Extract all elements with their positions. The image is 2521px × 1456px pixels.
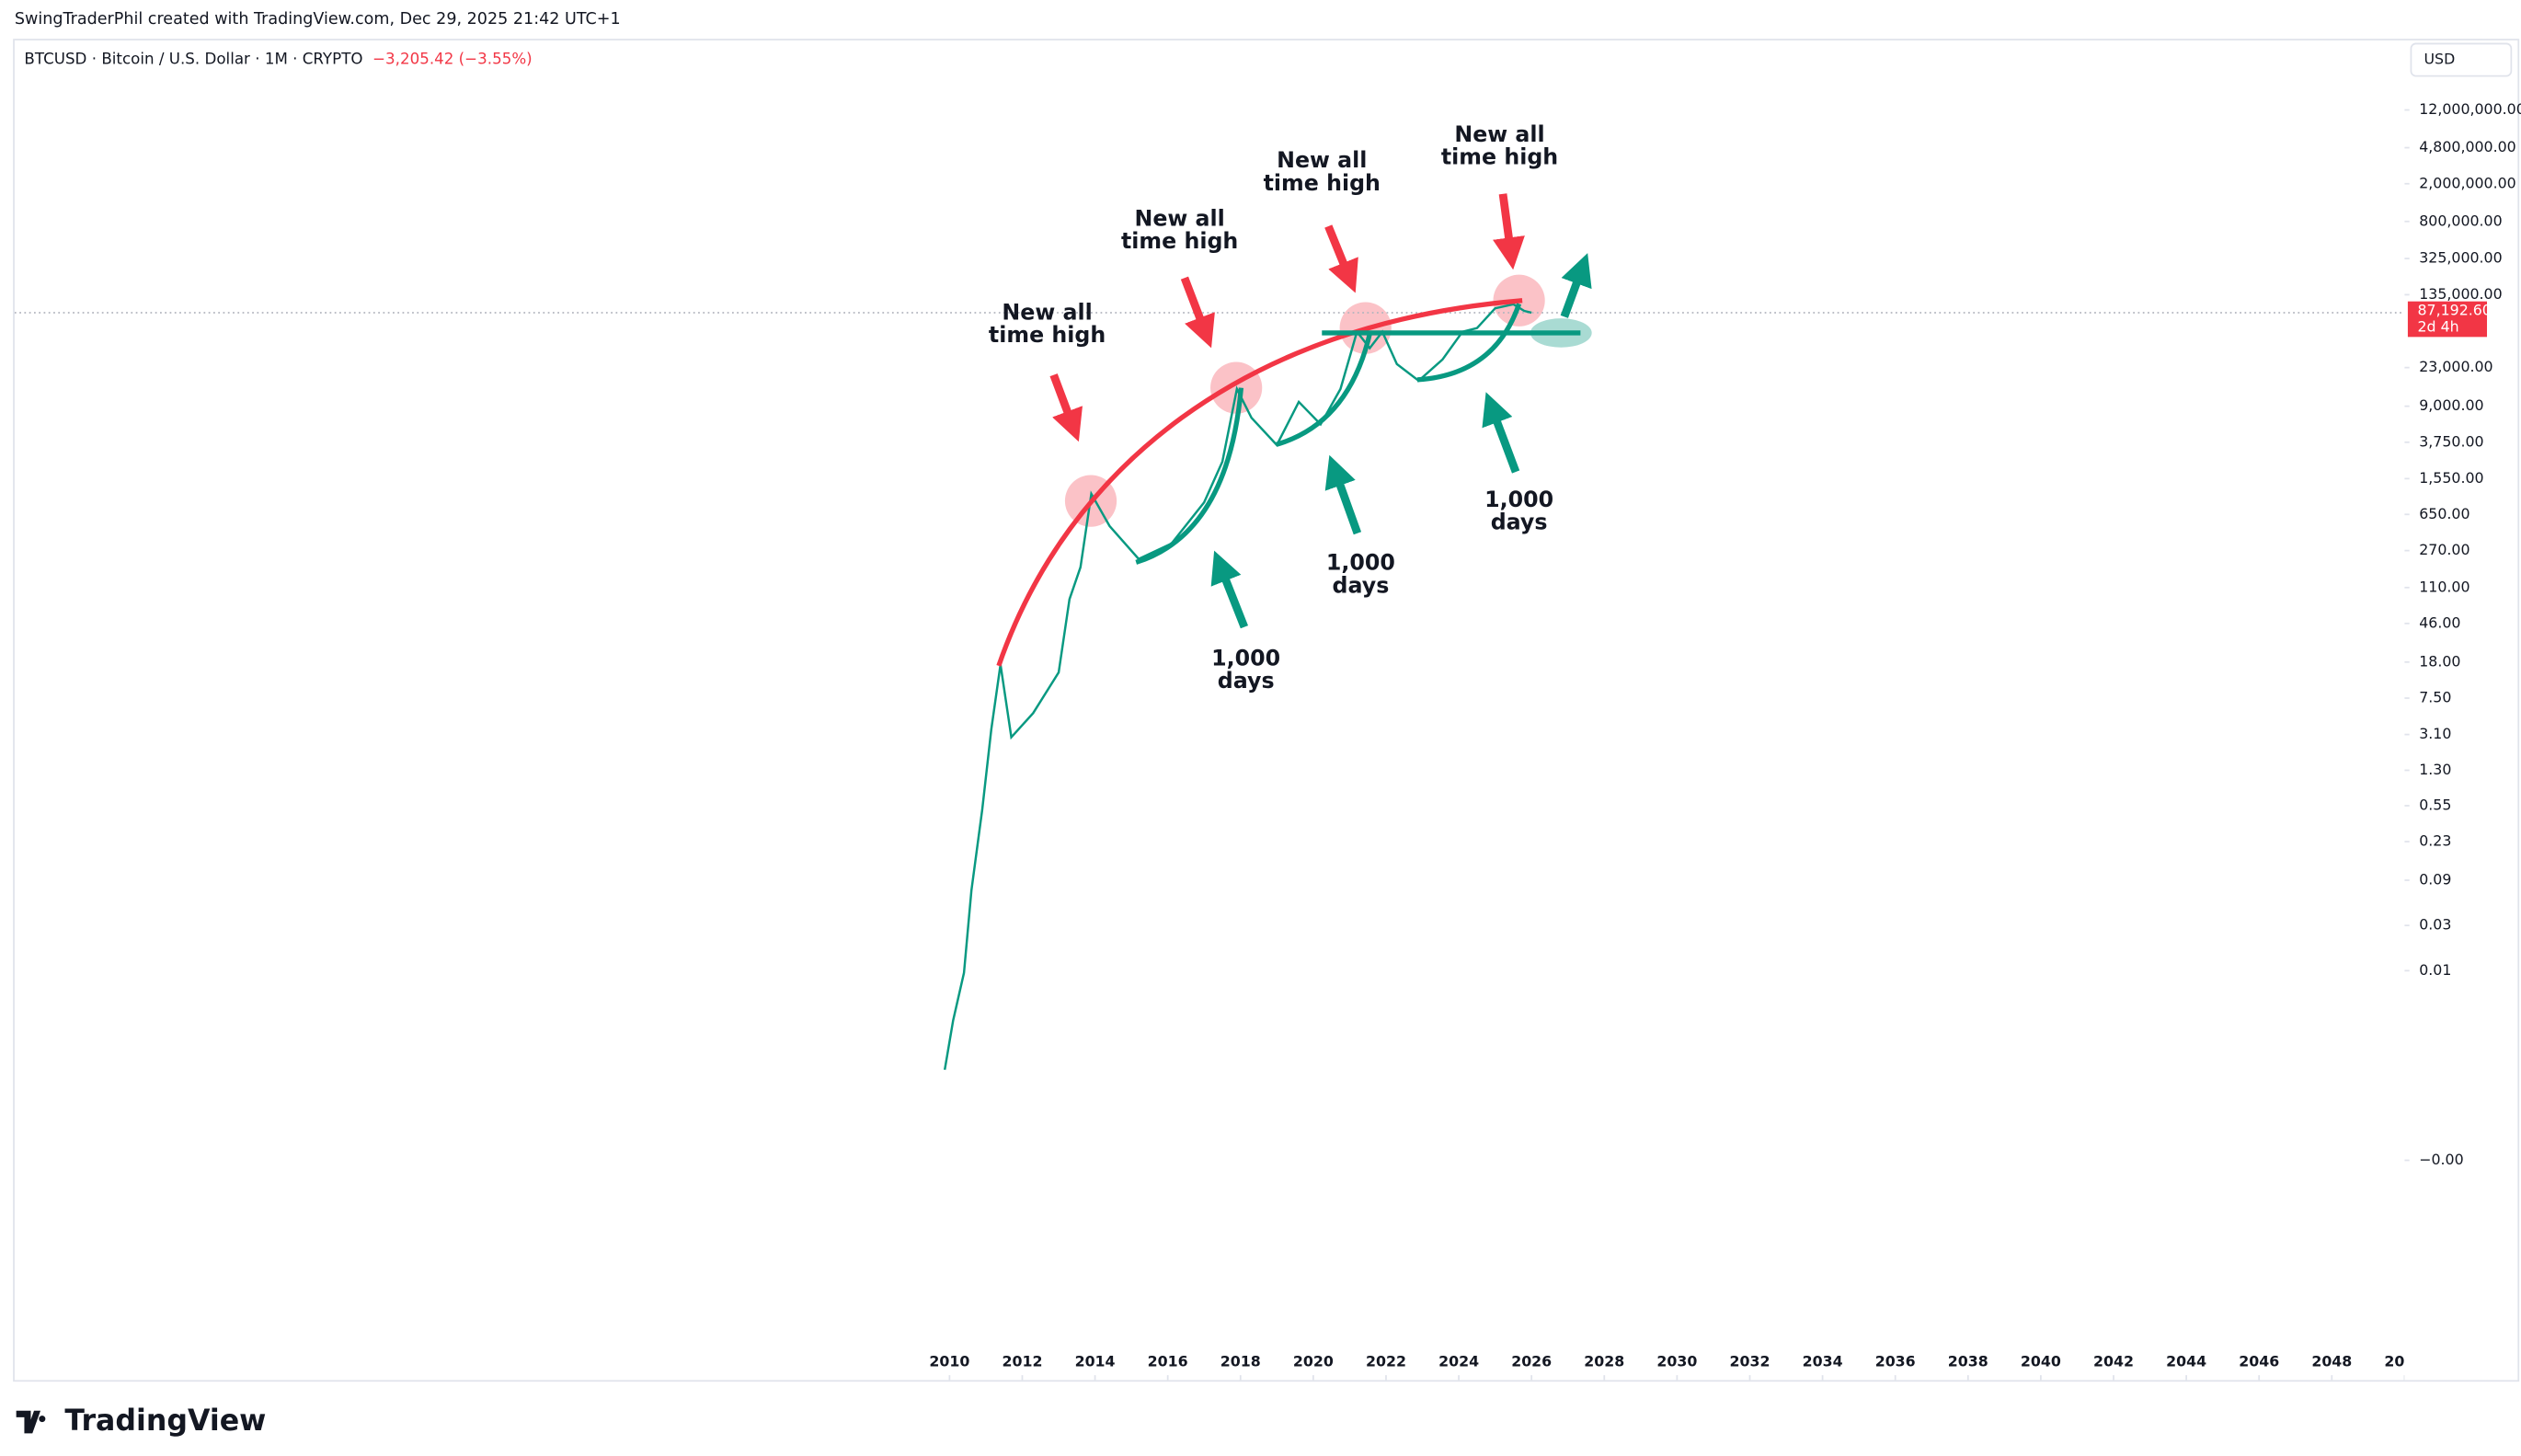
logo: TradingView: [64, 1404, 266, 1438]
x-tick-label: 2040: [2021, 1353, 2061, 1370]
annotation: 1,000: [1211, 645, 1280, 671]
x-tick-label: 2044: [2166, 1353, 2206, 1370]
x-tick-label: 2034: [1803, 1353, 1843, 1370]
annotation: days: [1491, 510, 1548, 535]
annotation: 1,000: [1484, 487, 1553, 512]
arrow: [1493, 193, 1525, 270]
y-tick-label: 46.00: [2419, 613, 2460, 631]
annotation: New all: [1002, 299, 1092, 325]
curve: [1416, 303, 1522, 383]
annotation: New all: [1454, 121, 1544, 147]
annotation: days: [1333, 572, 1390, 598]
y-tick-label: 3,750.00: [2419, 432, 2483, 450]
annotation: 1,000: [1326, 550, 1395, 576]
x-tick-label: 2038: [1948, 1353, 1988, 1370]
x-tick-label: 2016: [1148, 1353, 1188, 1370]
x-axis: 2010 2012 2014 2016 2018 2020 2022 2024 2026 2028…: [929, 1353, 2424, 1381]
x-tick-label: 2010: [929, 1353, 969, 1370]
y-tick-label: 12,000,000.00: [2419, 100, 2521, 118]
y-tick-label: 110.00: [2419, 578, 2469, 595]
y-tick-label: 135,000.00: [2419, 285, 2502, 303]
y-tick-label: 23,000.00: [2419, 358, 2492, 375]
arrow: [1049, 373, 1083, 442]
price-change: −3,205.42 (−3.55%): [372, 51, 533, 68]
y-tick-label: 800,000.00: [2419, 212, 2502, 229]
y-tick-label: 7.50: [2419, 689, 2451, 706]
annotation: time high: [1264, 170, 1381, 196]
arrow: [1210, 550, 1249, 629]
x-tick-label: 2036: [1875, 1353, 1916, 1370]
y-tick-label: 270.00: [2419, 541, 2469, 558]
y-tick-label: 2,000,000.00: [2419, 174, 2516, 191]
y-tick-label: 3.10: [2419, 725, 2451, 742]
y-tick-label: 650.00: [2419, 505, 2469, 522]
currency-box[interactable]: [2410, 42, 2513, 77]
symbol: BTCUSD · Bitcoin / U.S. Dollar · 1M · CR…: [24, 51, 362, 68]
annotation: New all: [1277, 147, 1367, 173]
y-tick-label: 0.55: [2419, 796, 2451, 813]
y-tick-label: 1.30: [2419, 761, 2451, 778]
frame: [13, 39, 2520, 1382]
y-tick-label: −0.00: [2419, 1151, 2463, 1168]
arc: [996, 298, 1523, 667]
logo-mark: [16, 1410, 46, 1434]
arrow: [1324, 454, 1362, 535]
arrow: [1482, 392, 1520, 474]
x-tick-label: 2026: [1511, 1353, 1552, 1370]
curve: [1276, 330, 1373, 447]
x-tick-label: 2012: [1002, 1353, 1042, 1370]
y-tick-label: 0.09: [2419, 870, 2451, 888]
y-tick-label: 0.03: [2419, 916, 2451, 934]
countdown: 2d 4h: [2417, 317, 2458, 335]
arrow: [1180, 276, 1215, 349]
last-price-box: [2407, 301, 2488, 338]
credit: SwingTraderPhil created with TradingView…: [15, 10, 621, 29]
annotation: New all: [1134, 205, 1224, 231]
x-tick-label: 2018: [1220, 1353, 1261, 1370]
y-tick-label: 4,800,000.00: [2419, 138, 2516, 155]
last-price-label: 87,192.60: [2417, 302, 2491, 319]
y-tick-label: 1,550.00: [2419, 469, 2483, 487]
x-tick-label: 2042: [2093, 1353, 2134, 1370]
x-tick-label: 2024: [1438, 1353, 1479, 1370]
overlay: [996, 193, 1592, 667]
annotation: time high: [1441, 144, 1558, 170]
y-tick-label: 325,000.00: [2419, 249, 2502, 267]
x-tick-label: 2022: [1366, 1353, 1406, 1370]
annotation: time high: [1121, 228, 1238, 254]
y-tick-label: 0.01: [2419, 961, 2451, 979]
x-tick-label: 2032: [1730, 1353, 1770, 1370]
annotation: time high: [989, 322, 1106, 348]
x-tick-label: 2046: [2239, 1353, 2279, 1370]
y-tick-label: 0.23: [2419, 831, 2451, 849]
y-tick-label: 18.00: [2419, 652, 2460, 670]
x-tick-label: 2030: [1656, 1353, 1697, 1370]
curve: [1135, 387, 1244, 565]
arrow: [1324, 224, 1358, 293]
x-tick-label: 2048: [2311, 1353, 2352, 1370]
x-tick-label: 2020: [1293, 1353, 1334, 1370]
annotation: days: [1218, 668, 1275, 694]
price-line: [943, 303, 1532, 1071]
x-tick-label: 2028: [1584, 1353, 1624, 1370]
x-tick-label: 2014: [1075, 1353, 1116, 1370]
x-tick-label: 2050: [2384, 1353, 2424, 1370]
arrow: [1560, 253, 1592, 318]
y-tick-label: 9,000.00: [2419, 396, 2483, 414]
currency[interactable]: USD: [2424, 51, 2455, 68]
